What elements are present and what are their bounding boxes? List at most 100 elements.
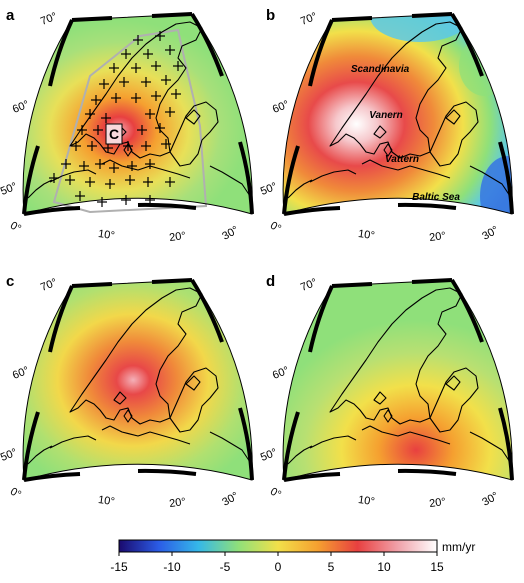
- colorbar-tick-label: -5: [220, 560, 231, 574]
- station-cross: [171, 89, 181, 99]
- latitude-label: 70°: [299, 277, 319, 294]
- map-frame-ticks: [282, 278, 514, 482]
- station-cross: [87, 141, 97, 151]
- map-frame-ticks: [22, 278, 254, 482]
- colorbar-tick-label: 10: [377, 560, 391, 574]
- station-cross: [137, 125, 147, 135]
- latitude-label: 50°: [0, 447, 19, 464]
- station-cross: [103, 143, 113, 153]
- longitude-label: 0°: [8, 220, 23, 236]
- longitude-label: 20°: [429, 230, 447, 244]
- map-field: [23, 280, 253, 480]
- station-cross: [145, 109, 155, 119]
- map-panel-b: b 70° 60° 50° 0° 10° 20° 30° Scandinavia Vanern Va…: [259, 7, 514, 244]
- station-cross: [127, 161, 137, 171]
- place-label: Scandinavia: [351, 64, 410, 75]
- latitude-label: 50°: [0, 181, 19, 198]
- station-cross: [105, 179, 115, 189]
- map-field: [283, 280, 513, 480]
- station-cross: [95, 159, 105, 169]
- colorbar-ticks: -15 -10 -5 0 5 10 15: [110, 552, 444, 574]
- map-frame-ticks: [22, 12, 254, 216]
- field-blob: [480, 156, 513, 214]
- longitude-label: 10°: [97, 494, 115, 508]
- station-cross: [71, 141, 81, 151]
- station-cross: [161, 139, 171, 149]
- latitude-label: 60°: [271, 99, 291, 116]
- station-cross: [97, 197, 107, 207]
- station-cross: [61, 159, 71, 169]
- longitude-label: 30°: [480, 224, 500, 243]
- station-cross: [85, 109, 95, 119]
- station-cross: [131, 93, 141, 103]
- station-cross: [111, 93, 121, 103]
- map-panel-c: c 70° 60° 50° 0° 10° 20° 30°: [0, 273, 254, 510]
- panel-letter: d: [266, 273, 275, 290]
- station-cross: [155, 123, 165, 133]
- colorbar-tick-label: -15: [110, 560, 128, 574]
- station-cross: [143, 177, 153, 187]
- station-cross: [75, 191, 85, 201]
- station-cross: [145, 195, 155, 205]
- uplift-center-marker: [105, 123, 123, 145]
- colorbar-tick-label: 15: [430, 560, 444, 574]
- panel-letter: c: [6, 273, 14, 290]
- station-cross: [165, 177, 175, 187]
- latitude-label: 70°: [39, 11, 59, 28]
- station-cross: [109, 163, 119, 173]
- longitude-label: 30°: [480, 490, 500, 509]
- latitude-label: 50°: [259, 181, 279, 198]
- latitude-label: 60°: [271, 365, 291, 382]
- colorbar-tick-label: 0: [275, 560, 282, 574]
- map-panel-d: d 70° 60° 50° 0° 10° 20° 30°: [259, 273, 514, 510]
- latitude-label: 70°: [39, 277, 59, 294]
- station-cross: [109, 63, 119, 73]
- latitude-label: 70°: [299, 11, 319, 28]
- station-cross: [143, 49, 153, 59]
- field-blob: [459, 36, 511, 96]
- station-cross: [161, 75, 171, 85]
- station-cross: [121, 195, 131, 205]
- longitude-label: 20°: [429, 496, 447, 510]
- longitude-label: 0°: [8, 486, 23, 502]
- station-cross: [121, 49, 131, 59]
- panel-letter: b: [266, 7, 275, 24]
- station-cross: [101, 113, 111, 123]
- station-cross: [165, 45, 175, 55]
- station-markers: [49, 31, 183, 207]
- uplift-center-label: C: [109, 126, 119, 142]
- station-cross: [141, 141, 151, 151]
- station-cross: [125, 175, 135, 185]
- map-panel-a: a 70° 60° 50° 0° 10° 20° 30° C: [0, 7, 254, 244]
- latitude-label: 50°: [259, 447, 279, 464]
- station-cross: [141, 77, 151, 87]
- longitude-label: 20°: [169, 230, 187, 244]
- longitude-label: 30°: [220, 224, 240, 243]
- station-cross: [133, 35, 143, 45]
- station-cross: [65, 175, 75, 185]
- colorbar-rect: [118, 539, 438, 553]
- station-cross: [49, 173, 59, 183]
- station-cross: [151, 91, 161, 101]
- longitude-label: 0°: [268, 486, 283, 502]
- station-cross: [123, 141, 133, 151]
- colorbar-tick-label: -10: [163, 560, 181, 574]
- station-cross: [77, 125, 87, 135]
- place-label: Baltic Sea: [412, 192, 460, 203]
- map-frame-ticks: [282, 12, 514, 216]
- colorbar-unit-label: mm/yr: [442, 540, 475, 554]
- station-cross: [93, 125, 103, 135]
- place-label: Vanern: [369, 110, 403, 121]
- station-cross: [165, 107, 175, 117]
- station-cross: [173, 61, 183, 71]
- map-panels: a 70° 60° 50° 0° 10° 20° 30° Cb 70° 60° 50° 0° 10° 20°…: [0, 7, 514, 510]
- station-cross: [91, 95, 101, 105]
- station-cross: [119, 77, 129, 87]
- latitude-label: 60°: [11, 365, 31, 382]
- colorbar-tick-label: 5: [328, 560, 335, 574]
- station-cross: [151, 61, 161, 71]
- colorbar: mm/yr -15 -10 -5 0 5 10 15: [110, 539, 475, 574]
- longitude-label: 30°: [220, 490, 240, 509]
- station-cross: [145, 159, 155, 169]
